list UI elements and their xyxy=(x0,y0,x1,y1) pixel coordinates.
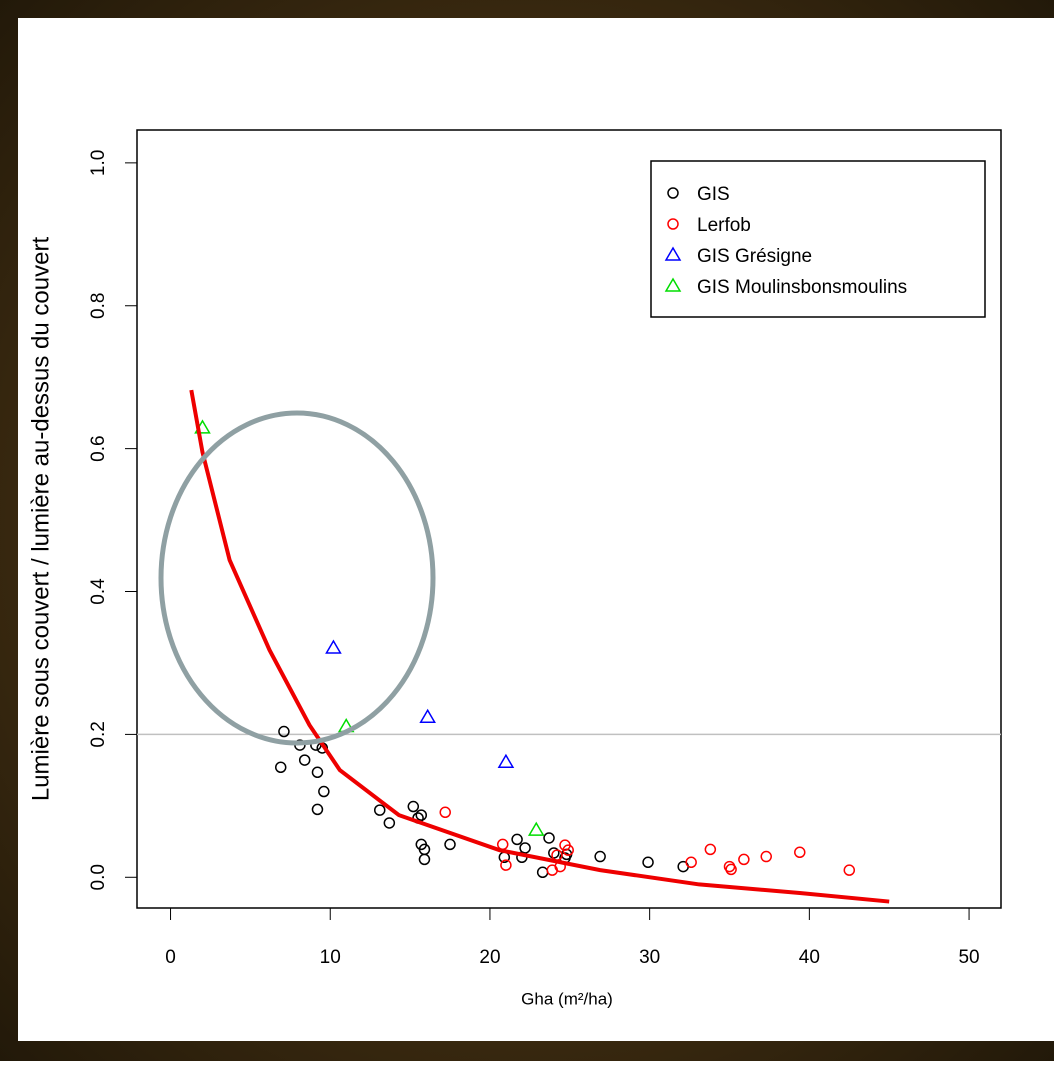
data-point xyxy=(594,850,606,863)
legend-box xyxy=(650,160,986,318)
data-point xyxy=(500,859,512,871)
data-point xyxy=(439,806,451,819)
y-tick-label: 0.4 xyxy=(88,578,109,605)
legend-marker xyxy=(664,277,682,292)
legend-label: Lerfob xyxy=(697,215,751,236)
data-point xyxy=(543,832,555,844)
legend-marker xyxy=(667,187,679,199)
y-tick-label: 0.2 xyxy=(88,721,109,747)
data-point xyxy=(374,804,386,816)
legend-marker xyxy=(664,246,682,261)
x-axis-title: Gha (m²/ha) xyxy=(521,989,613,1008)
x-tick-label: 30 xyxy=(639,947,660,968)
data-point xyxy=(383,817,396,829)
y-tick-label: 1.0 xyxy=(88,150,109,176)
legend-label: GIS Grésigne xyxy=(697,246,812,267)
y-tick-label: 0.8 xyxy=(88,293,109,319)
data-point xyxy=(527,821,545,836)
data-point xyxy=(419,708,436,724)
data-point xyxy=(497,753,515,769)
x-tick-label: 50 xyxy=(958,947,979,968)
data-point xyxy=(794,846,806,859)
x-tick-label: 10 xyxy=(320,947,341,968)
data-point xyxy=(415,809,428,821)
legend-label: GIS Moulinsbonsmoulins xyxy=(697,277,907,298)
data-point xyxy=(725,863,737,876)
data-point xyxy=(278,725,290,738)
data-point xyxy=(274,761,287,774)
highlight-ellipse xyxy=(158,410,436,746)
y-tick-label: 0.6 xyxy=(88,435,109,461)
data-point xyxy=(311,766,324,779)
fit-curve xyxy=(189,389,890,904)
y-axis-title: Lumière sous couvert / lumière au-dessus… xyxy=(27,237,54,802)
data-point xyxy=(325,639,342,654)
data-point xyxy=(760,850,772,863)
data-point xyxy=(704,843,717,856)
data-point xyxy=(444,838,456,851)
data-point xyxy=(562,844,574,856)
x-tick-label: 0 xyxy=(165,947,176,968)
data-point xyxy=(318,785,330,798)
plot-frame xyxy=(136,129,1002,909)
data-point xyxy=(407,800,420,813)
data-point xyxy=(843,864,856,876)
data-point xyxy=(738,853,750,866)
data-point xyxy=(685,856,697,869)
data-point xyxy=(519,842,531,854)
legend-label: GIS xyxy=(697,184,730,205)
data-point xyxy=(298,754,311,766)
data-point xyxy=(511,833,523,846)
x-tick-label: 40 xyxy=(799,947,820,968)
legend-marker xyxy=(667,218,679,230)
x-tick-label: 20 xyxy=(479,947,500,968)
data-point xyxy=(418,853,431,866)
y-tick-label: 0.0 xyxy=(88,864,109,890)
data-point xyxy=(311,803,324,816)
data-point xyxy=(642,856,654,869)
